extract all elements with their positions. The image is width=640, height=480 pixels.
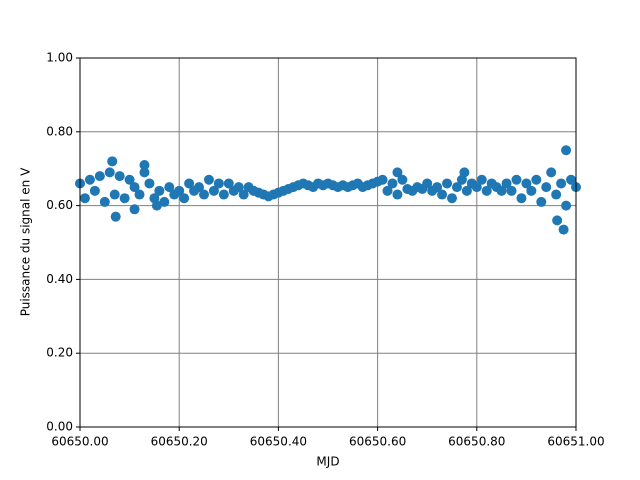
point (151, 200, 162, 211)
point (561, 145, 572, 156)
x-tick-label: 60650.60 (349, 435, 406, 449)
point (561, 200, 572, 211)
point (119, 193, 130, 204)
point (447, 193, 457, 204)
point (437, 189, 448, 200)
point (558, 224, 569, 235)
y-tick-label: 0.00 (46, 420, 73, 434)
point (110, 211, 121, 222)
x-tick-label: 60650.00 (51, 435, 108, 449)
x-tick-label: 60650.40 (250, 435, 307, 449)
y-tick-label: 0.80 (46, 124, 73, 138)
y-axis-label: Puissance du signal en V (19, 167, 33, 316)
point (546, 167, 557, 178)
point (174, 185, 185, 196)
point (551, 189, 562, 200)
point (397, 174, 408, 185)
point (521, 178, 532, 189)
point (194, 182, 205, 193)
point (511, 174, 522, 185)
point (124, 174, 135, 185)
point (459, 167, 470, 178)
point (382, 185, 393, 196)
point (223, 178, 234, 189)
point (84, 174, 95, 185)
point (139, 167, 150, 178)
point (199, 189, 209, 200)
point (99, 196, 110, 207)
point (392, 167, 403, 178)
point (139, 160, 150, 171)
point (566, 174, 577, 185)
point (387, 178, 398, 189)
point (471, 182, 482, 193)
point (461, 185, 472, 196)
y-tick-label: 0.60 (46, 198, 73, 212)
point (129, 182, 140, 193)
point (238, 189, 249, 200)
point (213, 178, 224, 189)
point (432, 182, 443, 193)
point (233, 182, 244, 193)
point (442, 178, 453, 189)
point (114, 171, 125, 182)
point (526, 185, 537, 196)
plot-frame (79, 57, 577, 428)
point (109, 189, 120, 200)
point (481, 185, 492, 196)
x-axis-label: MJD (316, 455, 339, 469)
point (154, 185, 165, 196)
point (501, 178, 512, 189)
point (144, 178, 155, 189)
point (377, 174, 388, 185)
x-tick-label: 60650.20 (151, 435, 208, 449)
point (134, 189, 145, 200)
point (392, 189, 403, 200)
point (496, 185, 507, 196)
point (422, 178, 433, 189)
point (129, 204, 140, 215)
point (506, 185, 517, 196)
point (159, 196, 170, 207)
x-tick-label: 60651.00 (547, 435, 604, 449)
point (89, 185, 100, 196)
point (556, 178, 567, 189)
point (94, 171, 105, 182)
point (218, 189, 229, 200)
point (184, 178, 195, 189)
point (107, 156, 118, 167)
point (104, 167, 115, 178)
y-tick-label: 0.40 (46, 272, 73, 286)
point (164, 182, 175, 193)
y-tick-label: 1.00 (46, 51, 73, 65)
point (531, 174, 542, 185)
point (208, 185, 219, 196)
point (536, 196, 547, 207)
point (179, 193, 190, 204)
point (476, 174, 487, 185)
point (541, 182, 552, 193)
y-tick-label: 0.20 (46, 346, 73, 360)
point (552, 215, 563, 226)
point (79, 193, 90, 204)
point (516, 193, 527, 204)
point (203, 174, 214, 185)
x-tick-label: 60650.80 (448, 435, 505, 449)
point (451, 182, 462, 193)
